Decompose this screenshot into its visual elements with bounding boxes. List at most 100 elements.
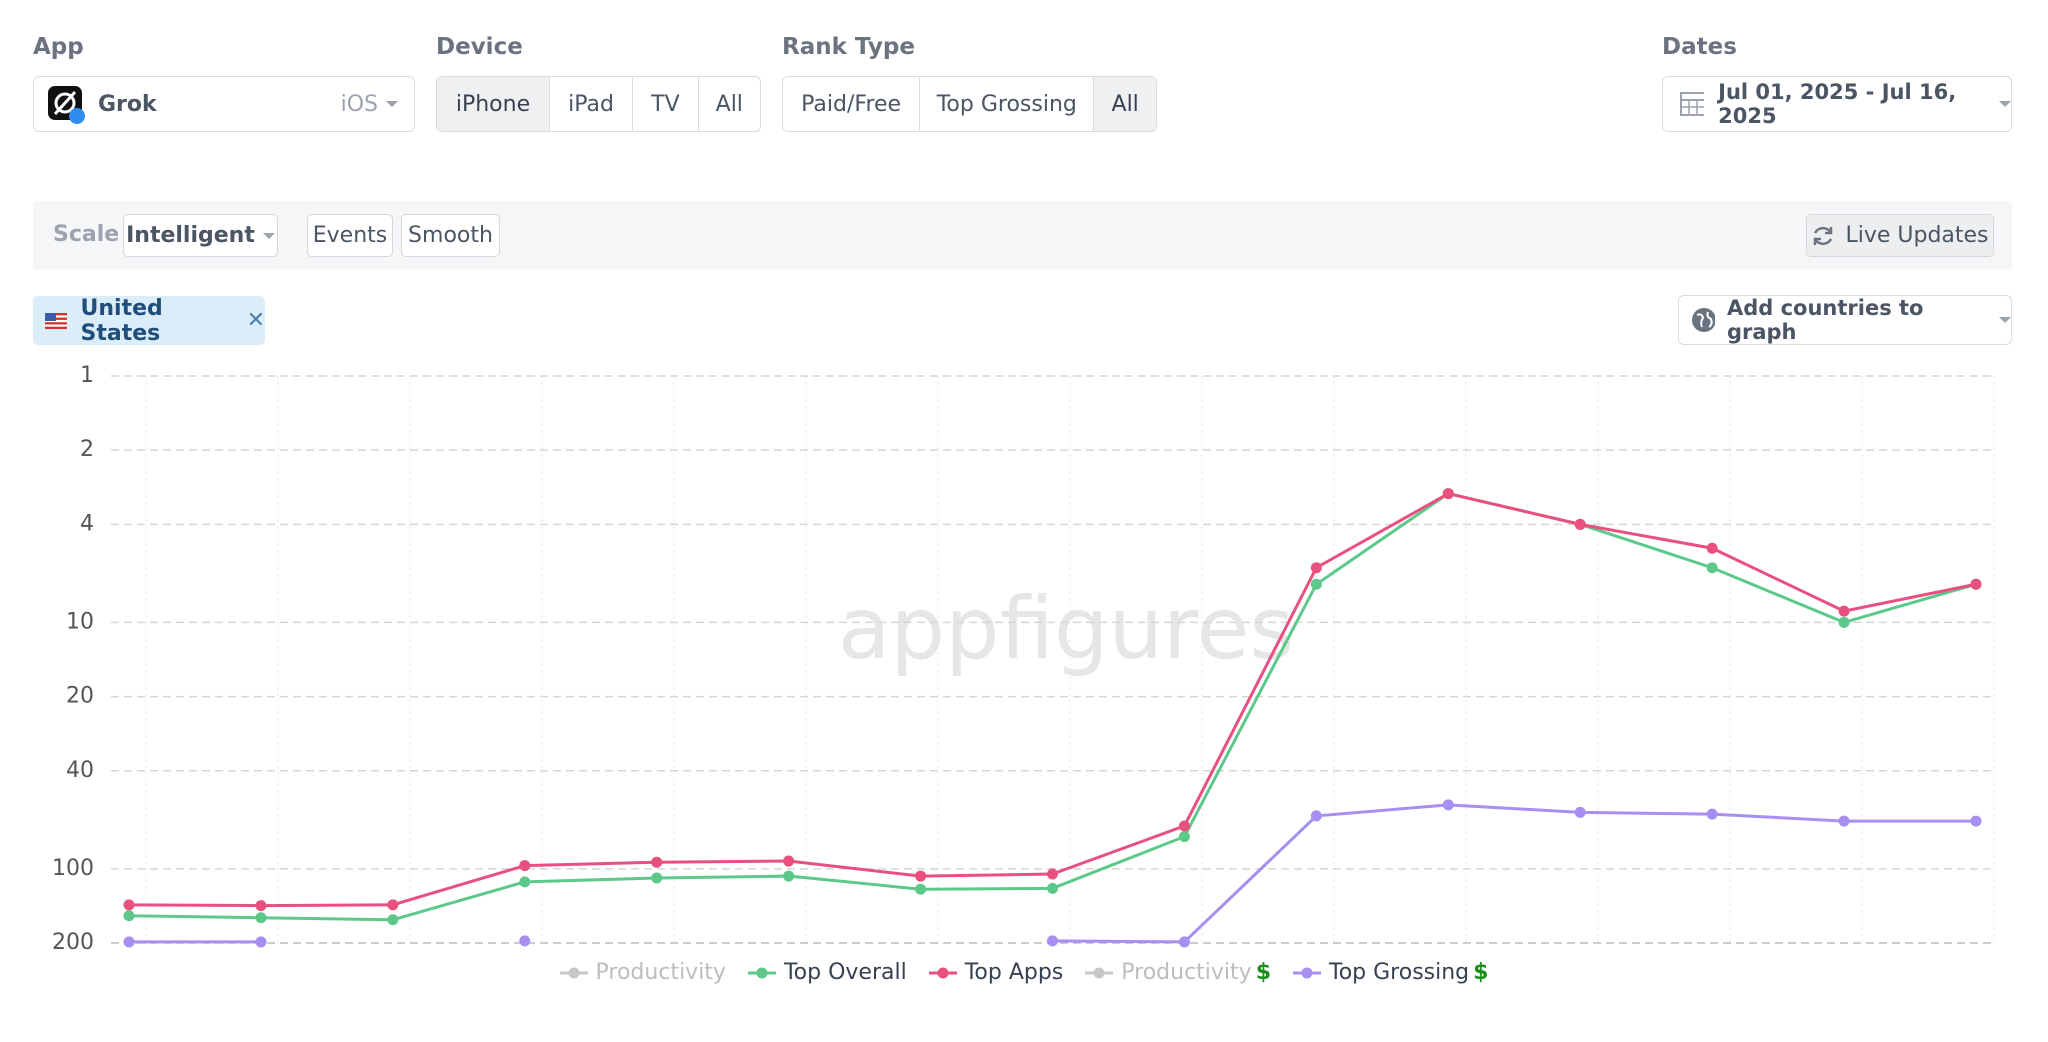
data-point — [1310, 810, 1322, 822]
add-countries-label: Add countries to graph — [1726, 296, 1924, 344]
data-point — [1442, 488, 1454, 500]
data-point — [387, 899, 399, 911]
globe-icon — [1692, 308, 1715, 332]
watermark: appfigures — [838, 579, 1294, 679]
data-point — [255, 912, 267, 924]
live-updates-button[interactable]: Live Updates — [1806, 214, 1994, 257]
smooth-button[interactable]: Smooth — [401, 214, 500, 257]
scale-select[interactable]: Intelligent — [123, 214, 278, 257]
legend-item[interactable]: Top Overall — [747, 960, 907, 985]
series-line — [128, 491, 1977, 922]
data-point — [1178, 936, 1190, 948]
rank-type-toggle: Paid/Free Top Grossing All — [782, 76, 1157, 132]
data-point — [1442, 799, 1454, 811]
calendar-icon — [1680, 92, 1705, 116]
legend-item[interactable]: Top Apps — [928, 960, 1064, 985]
platform: iOS — [340, 91, 378, 117]
data-point — [1970, 578, 1982, 590]
data-point — [1574, 518, 1586, 530]
data-point — [1310, 578, 1322, 590]
toggle-option[interactable]: iPhone — [437, 77, 550, 131]
data-point — [255, 936, 267, 948]
data-point — [1178, 820, 1190, 832]
series-line — [128, 491, 1977, 908]
legend-label: Top Overall — [783, 960, 907, 985]
toggle-option[interactable]: TV — [633, 77, 699, 131]
app-icon — [48, 86, 85, 124]
legend-label: Productivity — [1121, 960, 1252, 985]
country-chip[interactable]: United States ✕ — [33, 295, 265, 346]
data-point — [1706, 562, 1718, 574]
data-point — [1047, 882, 1058, 894]
legend-item[interactable]: Productivity — [559, 960, 726, 985]
y-tick-label: 20 — [66, 684, 94, 709]
legend-marker — [1085, 967, 1114, 978]
y-tick-label: 4 — [80, 511, 94, 536]
legend-marker — [1293, 967, 1321, 978]
data-point — [651, 856, 663, 868]
data-point — [1574, 518, 1586, 530]
currency-mark: $ — [1473, 960, 1489, 985]
data-point — [123, 899, 135, 911]
y-tick-label: 100 — [52, 856, 94, 881]
app-select[interactable]: Grok iOS — [33, 76, 415, 132]
data-point — [783, 870, 795, 882]
data-point — [519, 860, 531, 872]
legend-item[interactable]: Productivity $ — [1085, 960, 1271, 985]
data-point — [915, 870, 927, 882]
device-label: Device — [436, 34, 523, 60]
scale-label: Scale — [53, 222, 120, 247]
legend: Productivity Top Overall Top Apps Productiv… — [0, 960, 2048, 985]
data-point — [519, 935, 531, 947]
dates-label: Dates — [1662, 34, 1737, 60]
scale-value: Intelligent — [126, 223, 255, 248]
y-tick-label: 1 — [80, 363, 94, 388]
toggle-option[interactable]: All — [715, 91, 743, 117]
toggle-option[interactable]: All — [1094, 77, 1156, 131]
date-range: Jul 01, 2025 - Jul 16, 2025 — [1718, 80, 1957, 128]
data-point — [1047, 935, 1058, 947]
y-tick-label: 10 — [66, 609, 94, 634]
data-point — [1574, 806, 1586, 818]
data-point — [1970, 578, 1982, 590]
legend-marker — [928, 967, 957, 978]
refresh-icon — [1814, 226, 1833, 245]
y-tick-label: 2 — [80, 437, 94, 462]
toggle-option[interactable]: iPad — [550, 77, 634, 131]
add-countries[interactable]: Add countries to graph — [1678, 295, 2012, 345]
data-point — [1838, 616, 1850, 628]
toggle-option[interactable]: Paid/Free — [783, 77, 921, 131]
data-point — [1706, 808, 1718, 820]
data-point — [1442, 488, 1454, 500]
data-point — [1970, 815, 1982, 827]
data-point — [387, 914, 399, 926]
legend-item[interactable]: Top Grossing $ — [1293, 960, 1488, 985]
data-point — [1310, 562, 1322, 574]
currency-mark: $ — [1255, 960, 1271, 985]
data-point — [519, 876, 531, 888]
data-point — [1178, 831, 1190, 843]
remove-country[interactable]: ✕ — [246, 308, 265, 333]
events-button[interactable]: Events — [307, 214, 393, 257]
legend-marker — [559, 967, 588, 978]
y-tick-label: 200 — [52, 930, 94, 955]
country-name: United States — [80, 295, 163, 346]
legend-label: Top Grossing — [1329, 960, 1470, 985]
app-label: App — [33, 34, 84, 60]
data-point — [123, 936, 135, 948]
data-point — [783, 855, 795, 867]
app-name: Grok — [98, 91, 157, 117]
data-point — [123, 910, 135, 922]
legend-label: Top Apps — [964, 960, 1064, 985]
legend-marker — [747, 967, 776, 978]
y-tick-label: 40 — [66, 758, 94, 783]
series-line — [129, 803, 1976, 944]
date-picker[interactable]: Jul 01, 2025 - Jul 16, 2025 — [1662, 76, 2012, 132]
data-point — [1706, 542, 1718, 554]
toggle-option[interactable]: Top Grossing — [920, 77, 1095, 131]
data-point — [255, 900, 267, 912]
live-updates-label: Live Updates — [1845, 223, 1989, 248]
data-point — [651, 872, 663, 884]
data-point — [1838, 815, 1850, 827]
